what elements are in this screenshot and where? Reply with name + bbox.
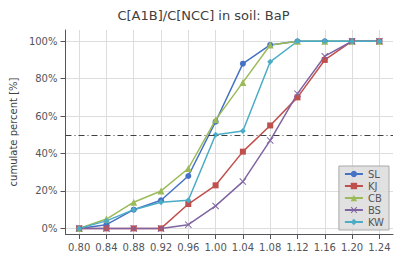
svg-text:CB: CB (368, 193, 382, 204)
svg-text:0%: 0% (42, 223, 58, 234)
svg-text:0.92: 0.92 (150, 242, 172, 253)
svg-text:KJ: KJ (368, 181, 378, 192)
svg-text:1.00: 1.00 (204, 242, 226, 253)
svg-text:1.12: 1.12 (286, 242, 308, 253)
svg-text:cumulate percent [%]: cumulate percent [%] (8, 77, 19, 186)
svg-text:1.08: 1.08 (259, 242, 281, 253)
svg-text:1.20: 1.20 (341, 242, 363, 253)
svg-text:40%: 40% (35, 148, 57, 159)
svg-text:80%: 80% (35, 73, 57, 84)
svg-text:1.04: 1.04 (232, 242, 254, 253)
svg-text:0.80: 0.80 (68, 242, 90, 253)
svg-text:60%: 60% (35, 111, 57, 122)
svg-text:1.16: 1.16 (314, 242, 336, 253)
svg-text:0.96: 0.96 (177, 242, 199, 253)
svg-text:1.24: 1.24 (368, 242, 390, 253)
svg-text:20%: 20% (35, 185, 57, 196)
svg-text:BS: BS (368, 205, 381, 216)
svg-text:0.84: 0.84 (95, 242, 117, 253)
svg-text:SL: SL (368, 169, 380, 180)
svg-text:C[A1B]/C[NCC] in soil: BaP: C[A1B]/C[NCC] in soil: BaP (117, 8, 289, 23)
svg-text:0.88: 0.88 (123, 242, 145, 253)
svg-text:100%: 100% (29, 36, 58, 47)
svg-text:KW: KW (368, 217, 384, 228)
